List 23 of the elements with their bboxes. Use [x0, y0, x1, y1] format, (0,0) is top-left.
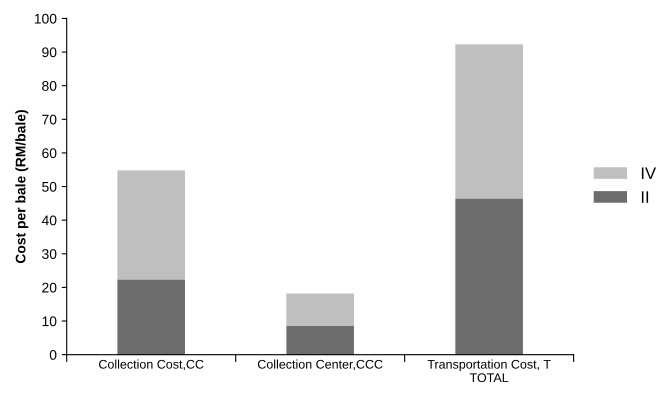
y-tick-label: 30	[42, 249, 56, 259]
y-tick-label: 0	[50, 350, 56, 360]
bar	[117, 170, 185, 280]
bar	[455, 198, 523, 355]
y-tick-label: 80	[42, 81, 56, 91]
y-tick-label: 40	[42, 216, 56, 226]
y-tick-label: 20	[42, 282, 56, 293]
y-axis-title: Cost per bale (RM/bale)	[15, 110, 28, 264]
bar	[117, 280, 185, 355]
x-tick-label: Collection Cost,CC	[99, 360, 204, 370]
y-tick-label: 70	[42, 114, 56, 124]
y-tick-label: 10	[42, 316, 56, 326]
y-tick-label: 60	[42, 148, 56, 158]
bar	[286, 293, 354, 326]
x-tick-label: Transportation Cost, T TOTAL	[428, 360, 551, 382]
y-tick-label: 90	[42, 47, 56, 58]
y-tick-label: 50	[42, 182, 56, 192]
legend-label: II	[642, 191, 648, 203]
x-tick-label: Collection Center,CCC	[258, 360, 383, 370]
bar	[286, 326, 354, 355]
legend-label: IV	[642, 167, 656, 179]
y-tick-label: 100	[34, 14, 56, 24]
bar	[455, 44, 523, 199]
